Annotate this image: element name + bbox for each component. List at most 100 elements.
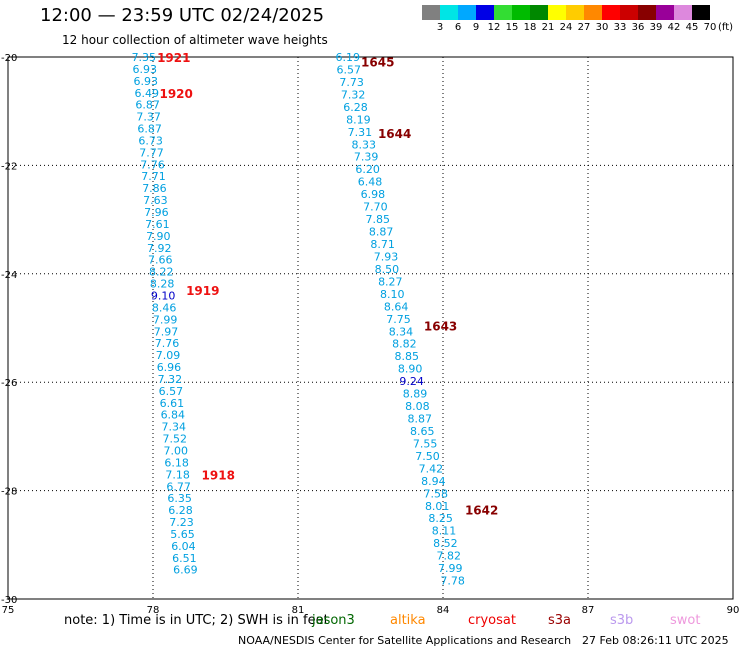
wave-height-label: 7.97 xyxy=(154,325,179,338)
wave-height-label: 7.92 xyxy=(147,242,172,255)
wave-height-label: 7.86 xyxy=(142,182,167,195)
wave-height-label: 7.61 xyxy=(145,218,170,231)
wave-height-label: 7.23 xyxy=(169,516,194,529)
pass-time-label: 1644 xyxy=(378,127,411,141)
wave-height-label: 6.28 xyxy=(343,101,368,114)
y-tick-label: -22 xyxy=(1,161,17,172)
wave-height-label: 7.32 xyxy=(158,373,183,386)
wave-height-label: 6.98 xyxy=(361,188,386,201)
wave-height-label: 8.01 xyxy=(425,500,450,513)
satellite-s3b: s3b xyxy=(610,613,634,628)
scale-label: 33 xyxy=(613,22,627,33)
scale-swatch xyxy=(422,5,440,20)
satellite-swot: swot xyxy=(670,613,701,628)
scale-label: 27 xyxy=(577,22,591,33)
scale-swatch xyxy=(584,5,602,20)
scale-swatch xyxy=(566,5,584,20)
wave-height-label: 7.55 xyxy=(413,437,438,450)
x-tick-label: 78 xyxy=(147,605,160,616)
scale-swatch xyxy=(494,5,512,20)
map-subtitle: 12 hour collection of altimeter wave hei… xyxy=(62,33,328,47)
scale-swatch xyxy=(602,5,620,20)
scale-swatch xyxy=(476,5,494,20)
wave-height-label: 7.39 xyxy=(354,151,379,164)
y-tick-label: -26 xyxy=(1,378,17,389)
wave-height-label: 7.66 xyxy=(148,254,173,267)
wave-height-label: 8.90 xyxy=(398,363,423,376)
scale-swatch xyxy=(530,5,548,20)
wave-height-label: 6.87 xyxy=(137,123,162,136)
wave-height-label: 7.00 xyxy=(163,444,188,457)
wave-height-label: 7.09 xyxy=(156,349,181,362)
scale-swatch xyxy=(638,5,656,20)
scale-label: 30 xyxy=(595,22,609,33)
pass-time-label: 1643 xyxy=(424,319,457,333)
scale-swatch xyxy=(458,5,476,20)
wave-height-label: 7.32 xyxy=(341,88,366,101)
wave-height-label: 8.08 xyxy=(405,400,430,413)
pass-time-label: 1920 xyxy=(159,87,192,101)
wave-height-label: 8.87 xyxy=(369,226,394,239)
wave-height-label: 6.96 xyxy=(157,361,182,374)
wave-height-label: 7.35 xyxy=(132,51,157,64)
wave-height-label: 7.90 xyxy=(146,230,171,243)
wave-height-label: 7.37 xyxy=(136,111,161,124)
scale-label: 21 xyxy=(541,22,555,33)
wave-height-label: 6.48 xyxy=(358,176,383,189)
plot-frame xyxy=(7,56,734,600)
wave-height-label: 6.51 xyxy=(172,552,197,565)
wave-height-label: 8.10 xyxy=(380,288,405,301)
wave-height-label: 8.85 xyxy=(395,350,420,363)
wave-height-label: 7.31 xyxy=(348,126,373,139)
wave-height-label: 8.25 xyxy=(428,512,453,525)
scale-swatch xyxy=(512,5,530,20)
wave-height-label: 6.84 xyxy=(161,409,186,422)
wave-height-label: 6.77 xyxy=(166,480,191,493)
wave-height-label: 6.93 xyxy=(133,63,158,76)
satellite-s3a: s3a xyxy=(548,613,572,628)
wave-height-label: 6.87 xyxy=(135,99,160,112)
wave-height-label: 8.64 xyxy=(384,300,409,313)
wave-height-label: 7.99 xyxy=(438,562,463,575)
wave-height-label: 6.61 xyxy=(160,397,185,410)
y-tick-label: -20 xyxy=(1,53,17,64)
y-tick-label: -30 xyxy=(1,595,17,606)
satellite-cryosat: cryosat xyxy=(468,613,516,628)
wave-height-label: 8.87 xyxy=(408,413,433,426)
scale-swatch xyxy=(674,5,692,20)
wave-height-label: 7.63 xyxy=(143,194,168,207)
wave-height-label: 8.50 xyxy=(375,263,400,276)
wave-height-label: 6.49 xyxy=(134,87,159,100)
wave-height-label: 8.94 xyxy=(421,475,446,488)
wave-height-label: 8.34 xyxy=(389,325,414,338)
wave-height-label: 7.42 xyxy=(419,462,444,475)
x-tick-label: 75 xyxy=(2,605,15,616)
credit-line: NOAA/NESDIS Center for Satellite Applica… xyxy=(238,634,572,647)
wave-height-label: 8.28 xyxy=(150,278,175,291)
wave-height-label: 7.78 xyxy=(440,575,465,588)
wave-height-label: 7.93 xyxy=(374,250,399,263)
scale-label: 45 xyxy=(685,22,699,33)
scale-label: 12 xyxy=(487,22,501,33)
wave-height-label: 7.58 xyxy=(424,487,449,500)
wave-height-label: 8.11 xyxy=(432,525,457,538)
scale-label: 15 xyxy=(505,22,519,33)
scale-label: 39 xyxy=(649,22,663,33)
scale-swatch xyxy=(620,5,638,20)
scale-label: 42 xyxy=(667,22,681,33)
scale-label: 70 xyxy=(703,22,717,33)
wave-height-label: 6.73 xyxy=(138,134,163,147)
scale-swatch xyxy=(440,5,458,20)
wave-height-label: 7.96 xyxy=(144,206,169,219)
wave-height-label: 7.73 xyxy=(339,76,364,89)
wave-height-label: 7.18 xyxy=(165,468,190,481)
wave-height-label: 6.04 xyxy=(171,540,196,553)
scale-label: 6 xyxy=(454,22,462,33)
wave-height-label: 7.34 xyxy=(162,421,187,434)
wave-height-label: 7.75 xyxy=(386,313,411,326)
scale-swatch xyxy=(656,5,674,20)
satellite-altika: altika xyxy=(390,613,426,628)
wave-height-label: 8.33 xyxy=(351,138,376,151)
wave-height-label: 7.76 xyxy=(155,337,180,350)
